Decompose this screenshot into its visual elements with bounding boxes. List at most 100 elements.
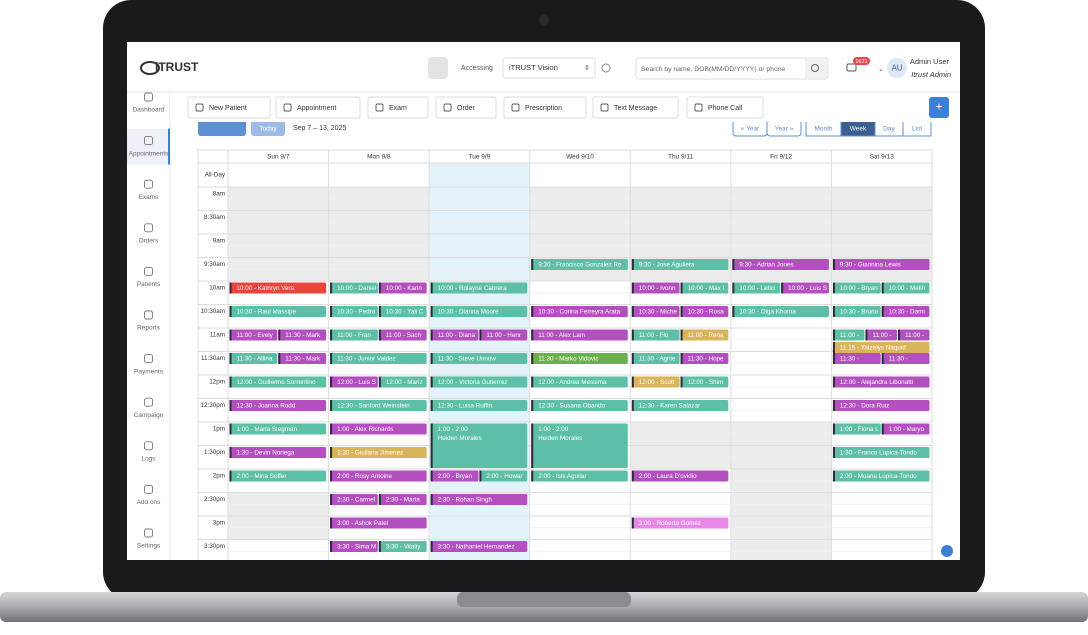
appointment[interactable] (430, 282, 528, 294)
appointment[interactable] (430, 306, 528, 317)
appointment[interactable] (430, 353, 528, 364)
appointment[interactable] (378, 306, 427, 317)
appointment[interactable] (330, 517, 427, 529)
appointment[interactable] (378, 494, 427, 505)
appointment[interactable] (881, 282, 930, 294)
sidebar-label[interactable]: Dashboard (133, 107, 165, 114)
toolbar-button[interactable] (503, 96, 587, 119)
appointment[interactable] (631, 470, 729, 482)
appointment[interactable] (278, 353, 327, 364)
search-button[interactable] (805, 59, 827, 78)
sidebar-label[interactable]: Appointments (129, 150, 169, 157)
appointment[interactable] (832, 329, 865, 341)
appointment[interactable] (531, 353, 628, 364)
appointment[interactable] (732, 282, 781, 294)
apps-button[interactable] (428, 57, 448, 79)
appointment[interactable] (732, 259, 829, 270)
appointment[interactable] (832, 376, 930, 388)
chat-button[interactable] (941, 545, 953, 557)
appointment[interactable] (631, 282, 680, 294)
appointment[interactable] (330, 376, 378, 388)
sidebar-label[interactable]: Payments (134, 368, 164, 375)
appointment[interactable] (330, 447, 427, 458)
appointment[interactable] (531, 423, 628, 469)
appointment[interactable] (631, 329, 680, 341)
location-select[interactable] (502, 57, 596, 79)
appointment[interactable] (832, 342, 930, 353)
appointment[interactable] (430, 400, 528, 411)
toolbar-button[interactable] (187, 96, 271, 119)
appointment[interactable] (330, 541, 378, 552)
appointment[interactable] (278, 329, 327, 341)
appointment[interactable] (229, 329, 278, 341)
messages-icon[interactable] (846, 63, 857, 72)
appointment[interactable] (229, 306, 327, 317)
appointment[interactable] (832, 447, 930, 458)
appointment[interactable] (330, 329, 378, 341)
settings-icon[interactable] (601, 63, 611, 73)
appointment[interactable] (479, 470, 528, 482)
sidebar-label[interactable]: Campaign (134, 412, 164, 419)
appointment[interactable] (378, 282, 427, 294)
appointment[interactable] (229, 470, 327, 482)
appointment[interactable] (865, 329, 897, 341)
add-button[interactable] (929, 97, 949, 118)
appointment[interactable] (229, 282, 327, 294)
dropdown-caret[interactable]: ⌄ (878, 66, 884, 73)
appointment[interactable] (631, 353, 680, 364)
today-button[interactable] (251, 120, 285, 136)
appointment[interactable] (378, 376, 427, 388)
appointment[interactable] (531, 470, 628, 482)
appointment[interactable] (229, 400, 327, 411)
appointment[interactable] (531, 376, 628, 388)
appointment[interactable] (531, 306, 628, 317)
appointment[interactable] (229, 447, 327, 458)
toolbar-button[interactable] (367, 96, 429, 119)
search-box[interactable] (635, 57, 829, 80)
appointment[interactable] (881, 353, 930, 364)
appointment[interactable] (631, 259, 729, 270)
appointment[interactable] (781, 282, 829, 294)
toolbar-button[interactable] (686, 96, 764, 119)
sidebar-label[interactable]: Reports (137, 325, 161, 332)
appointment[interactable] (631, 306, 680, 317)
appointment[interactable] (330, 400, 427, 411)
appointment[interactable] (430, 423, 528, 469)
appointment[interactable] (832, 259, 930, 270)
appointment[interactable] (680, 376, 729, 388)
toolbar-button[interactable] (275, 96, 361, 119)
appointment[interactable] (531, 259, 628, 270)
appointment[interactable] (832, 353, 881, 364)
appointment[interactable] (330, 423, 427, 435)
appointment[interactable] (680, 353, 729, 364)
sidebar-label[interactable]: Logs (141, 456, 156, 463)
appointment[interactable] (680, 306, 729, 317)
sidebar-label[interactable]: Add ons (137, 499, 162, 506)
appointment[interactable] (631, 517, 729, 529)
appointment[interactable] (378, 541, 427, 552)
sidebar-label[interactable]: Orders (139, 238, 160, 245)
appointment[interactable] (881, 306, 930, 317)
appointment[interactable] (378, 329, 427, 341)
avatar[interactable] (887, 58, 907, 78)
sidebar-label[interactable]: Settings (137, 543, 161, 550)
appointment[interactable] (732, 306, 829, 317)
appointment[interactable] (430, 541, 528, 552)
appointment[interactable] (832, 423, 881, 435)
toolbar-button[interactable] (435, 96, 497, 119)
appointment[interactable] (330, 306, 378, 317)
appointment[interactable] (330, 470, 427, 482)
appointment[interactable] (479, 329, 528, 341)
appointment[interactable] (430, 470, 479, 482)
appointment[interactable] (832, 470, 930, 482)
appointment[interactable] (330, 494, 378, 505)
appointment[interactable] (430, 329, 479, 341)
appointment[interactable] (531, 329, 628, 341)
appointment[interactable] (680, 329, 729, 341)
appointment[interactable] (229, 376, 327, 388)
appointment[interactable] (680, 282, 729, 294)
appointment[interactable] (330, 282, 378, 294)
sidebar-label[interactable]: Patients (137, 281, 161, 288)
toolbar-button[interactable] (592, 96, 679, 119)
appointment[interactable] (229, 353, 278, 364)
